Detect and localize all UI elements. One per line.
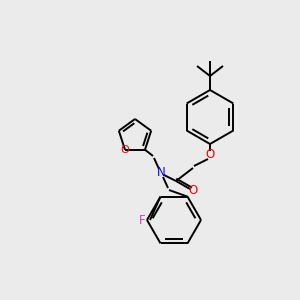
Text: O: O [121, 145, 129, 155]
Text: O: O [206, 148, 214, 161]
Text: O: O [188, 184, 198, 197]
Text: N: N [157, 167, 165, 179]
Text: F: F [139, 214, 145, 226]
